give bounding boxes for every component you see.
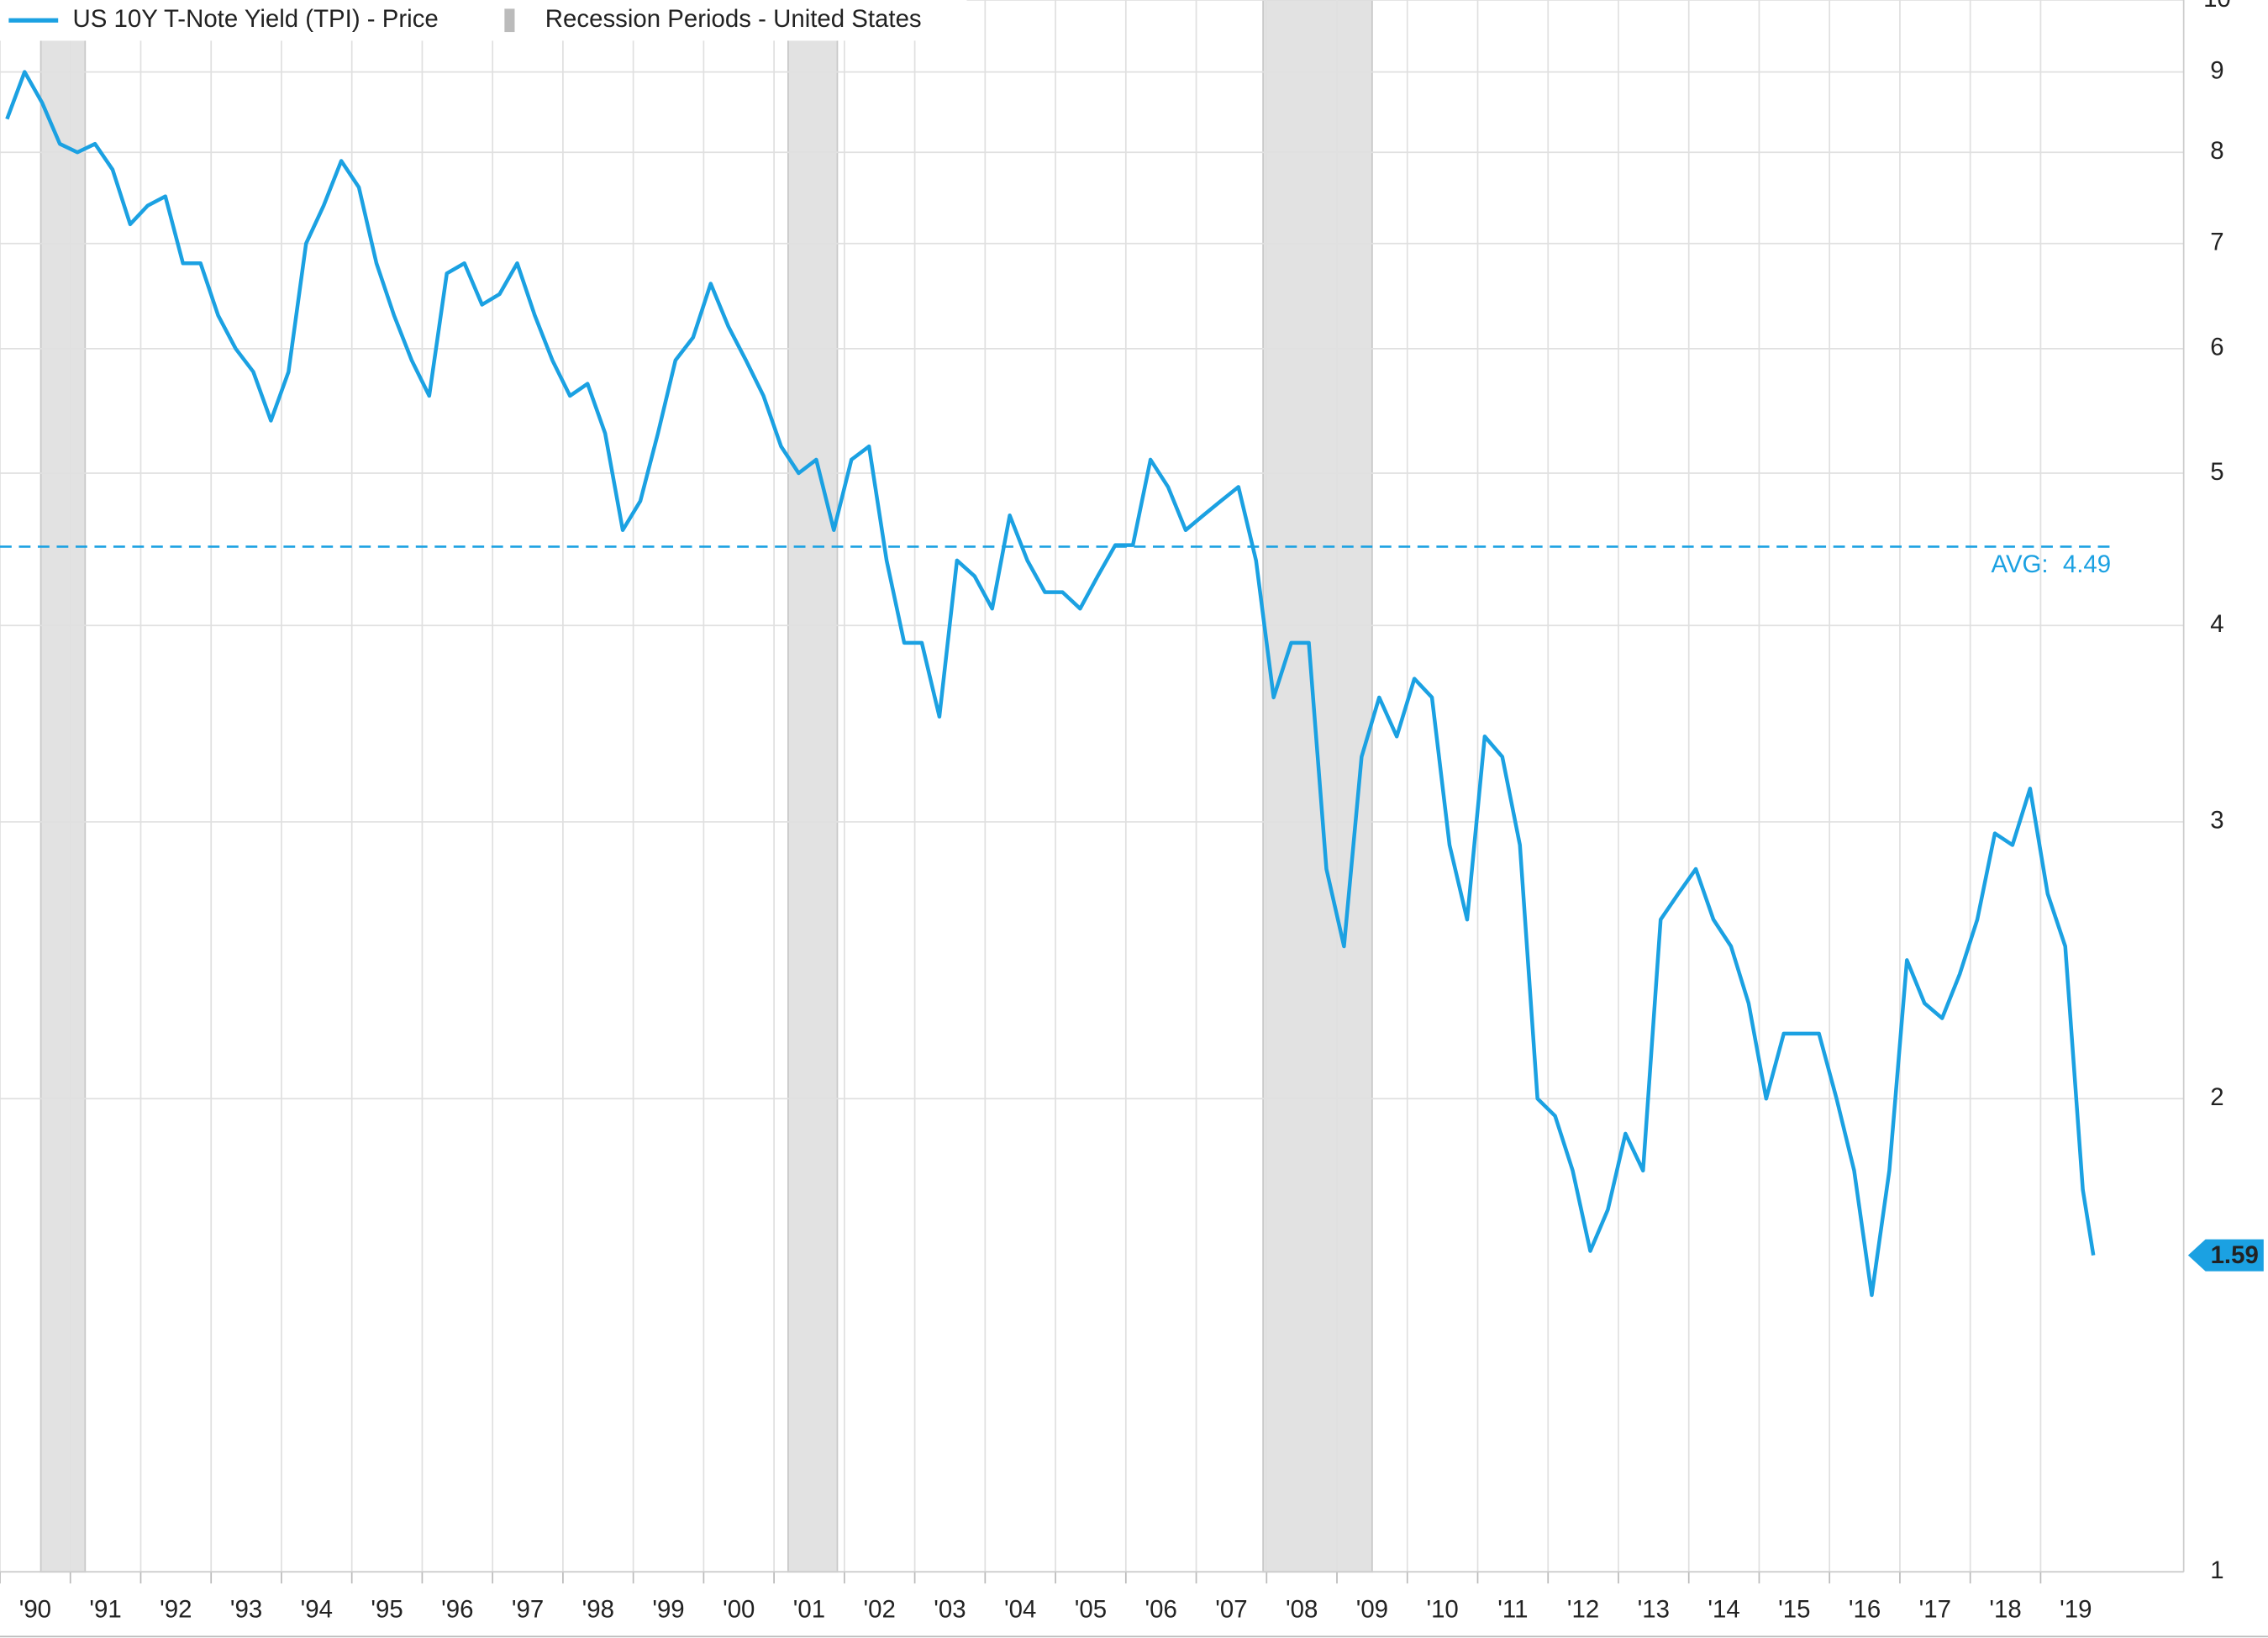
x-tick-label: '15 xyxy=(1778,1596,1810,1624)
y-tick-label: 1 xyxy=(2210,1556,2223,1584)
x-tick-label: '17 xyxy=(1919,1596,1951,1624)
legend-label: US 10Y T-Note Yield (TPI) - Price xyxy=(73,5,439,33)
x-tick-label: '12 xyxy=(1567,1596,1599,1624)
x-tick-label: '92 xyxy=(160,1596,192,1624)
x-tick-label: '98 xyxy=(582,1596,614,1624)
y-tick-label: 10 xyxy=(2203,0,2231,13)
x-tick-label: '02 xyxy=(864,1596,896,1624)
x-tick-label: '06 xyxy=(1145,1596,1177,1624)
y-tick-label: 5 xyxy=(2210,458,2223,486)
y-tick-label: 6 xyxy=(2210,334,2223,361)
last-value-label: 1.59 xyxy=(2211,1241,2259,1269)
x-tick-label: '13 xyxy=(1638,1596,1670,1624)
x-tick-label: '91 xyxy=(89,1596,121,1624)
x-tick-label: '18 xyxy=(1989,1596,2021,1624)
x-tick-label: '09 xyxy=(1356,1596,1388,1624)
average-label-text: AVG: xyxy=(1992,550,2049,578)
legend: US 10Y T-Note Yield (TPI) - Price Recess… xyxy=(0,0,967,41)
y-tick-label: 7 xyxy=(2210,228,2223,255)
x-tick-label: '16 xyxy=(1849,1596,1881,1624)
average-value: 4.49 xyxy=(2063,550,2111,578)
x-tick-label: '93 xyxy=(230,1596,262,1624)
y-tick-label: 4 xyxy=(2210,610,2223,638)
x-tick-label: '07 xyxy=(1215,1596,1247,1624)
average-label: AVG: 4.49 xyxy=(1992,550,2112,578)
x-tick-label: '11 xyxy=(1497,1596,1528,1624)
y-tick-label: 9 xyxy=(2210,56,2223,84)
x-tick-label: '97 xyxy=(512,1596,544,1624)
x-tick-label: '04 xyxy=(1004,1596,1036,1624)
x-tick-label: '95 xyxy=(371,1596,403,1624)
x-tick-label: '01 xyxy=(793,1596,825,1624)
legend-bg xyxy=(0,0,967,41)
x-tick-label: '10 xyxy=(1426,1596,1458,1624)
x-tick-label: '96 xyxy=(441,1596,473,1624)
recession-band xyxy=(1262,0,1373,1573)
legend-swatch xyxy=(504,8,515,33)
x-tick-label: '00 xyxy=(723,1596,755,1624)
legend-label: Recession Periods - United States xyxy=(545,5,922,33)
y-tick-label: 8 xyxy=(2210,137,2223,165)
x-tick-label: '90 xyxy=(19,1596,51,1624)
price-line xyxy=(5,70,2096,1298)
x-tick-label: '14 xyxy=(1708,1596,1739,1624)
x-tick-label: '03 xyxy=(934,1596,966,1624)
x-tick-label: '19 xyxy=(2060,1596,2092,1624)
last-value-tag xyxy=(2187,1239,2264,1272)
y-tick-label: 3 xyxy=(2210,807,2223,835)
y-tick-label: 2 xyxy=(2210,1083,2223,1111)
x-tick-label: '99 xyxy=(652,1596,684,1624)
x-tick-label: '05 xyxy=(1075,1596,1107,1624)
x-tick-label: '08 xyxy=(1286,1596,1318,1624)
recession-band xyxy=(39,0,87,1573)
recession-band xyxy=(787,0,839,1573)
x-tick-label: '94 xyxy=(301,1596,333,1624)
